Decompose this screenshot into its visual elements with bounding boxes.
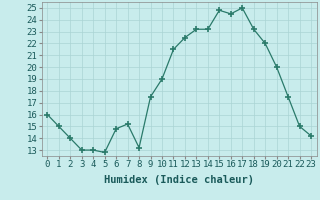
X-axis label: Humidex (Indice chaleur): Humidex (Indice chaleur) [104, 175, 254, 185]
